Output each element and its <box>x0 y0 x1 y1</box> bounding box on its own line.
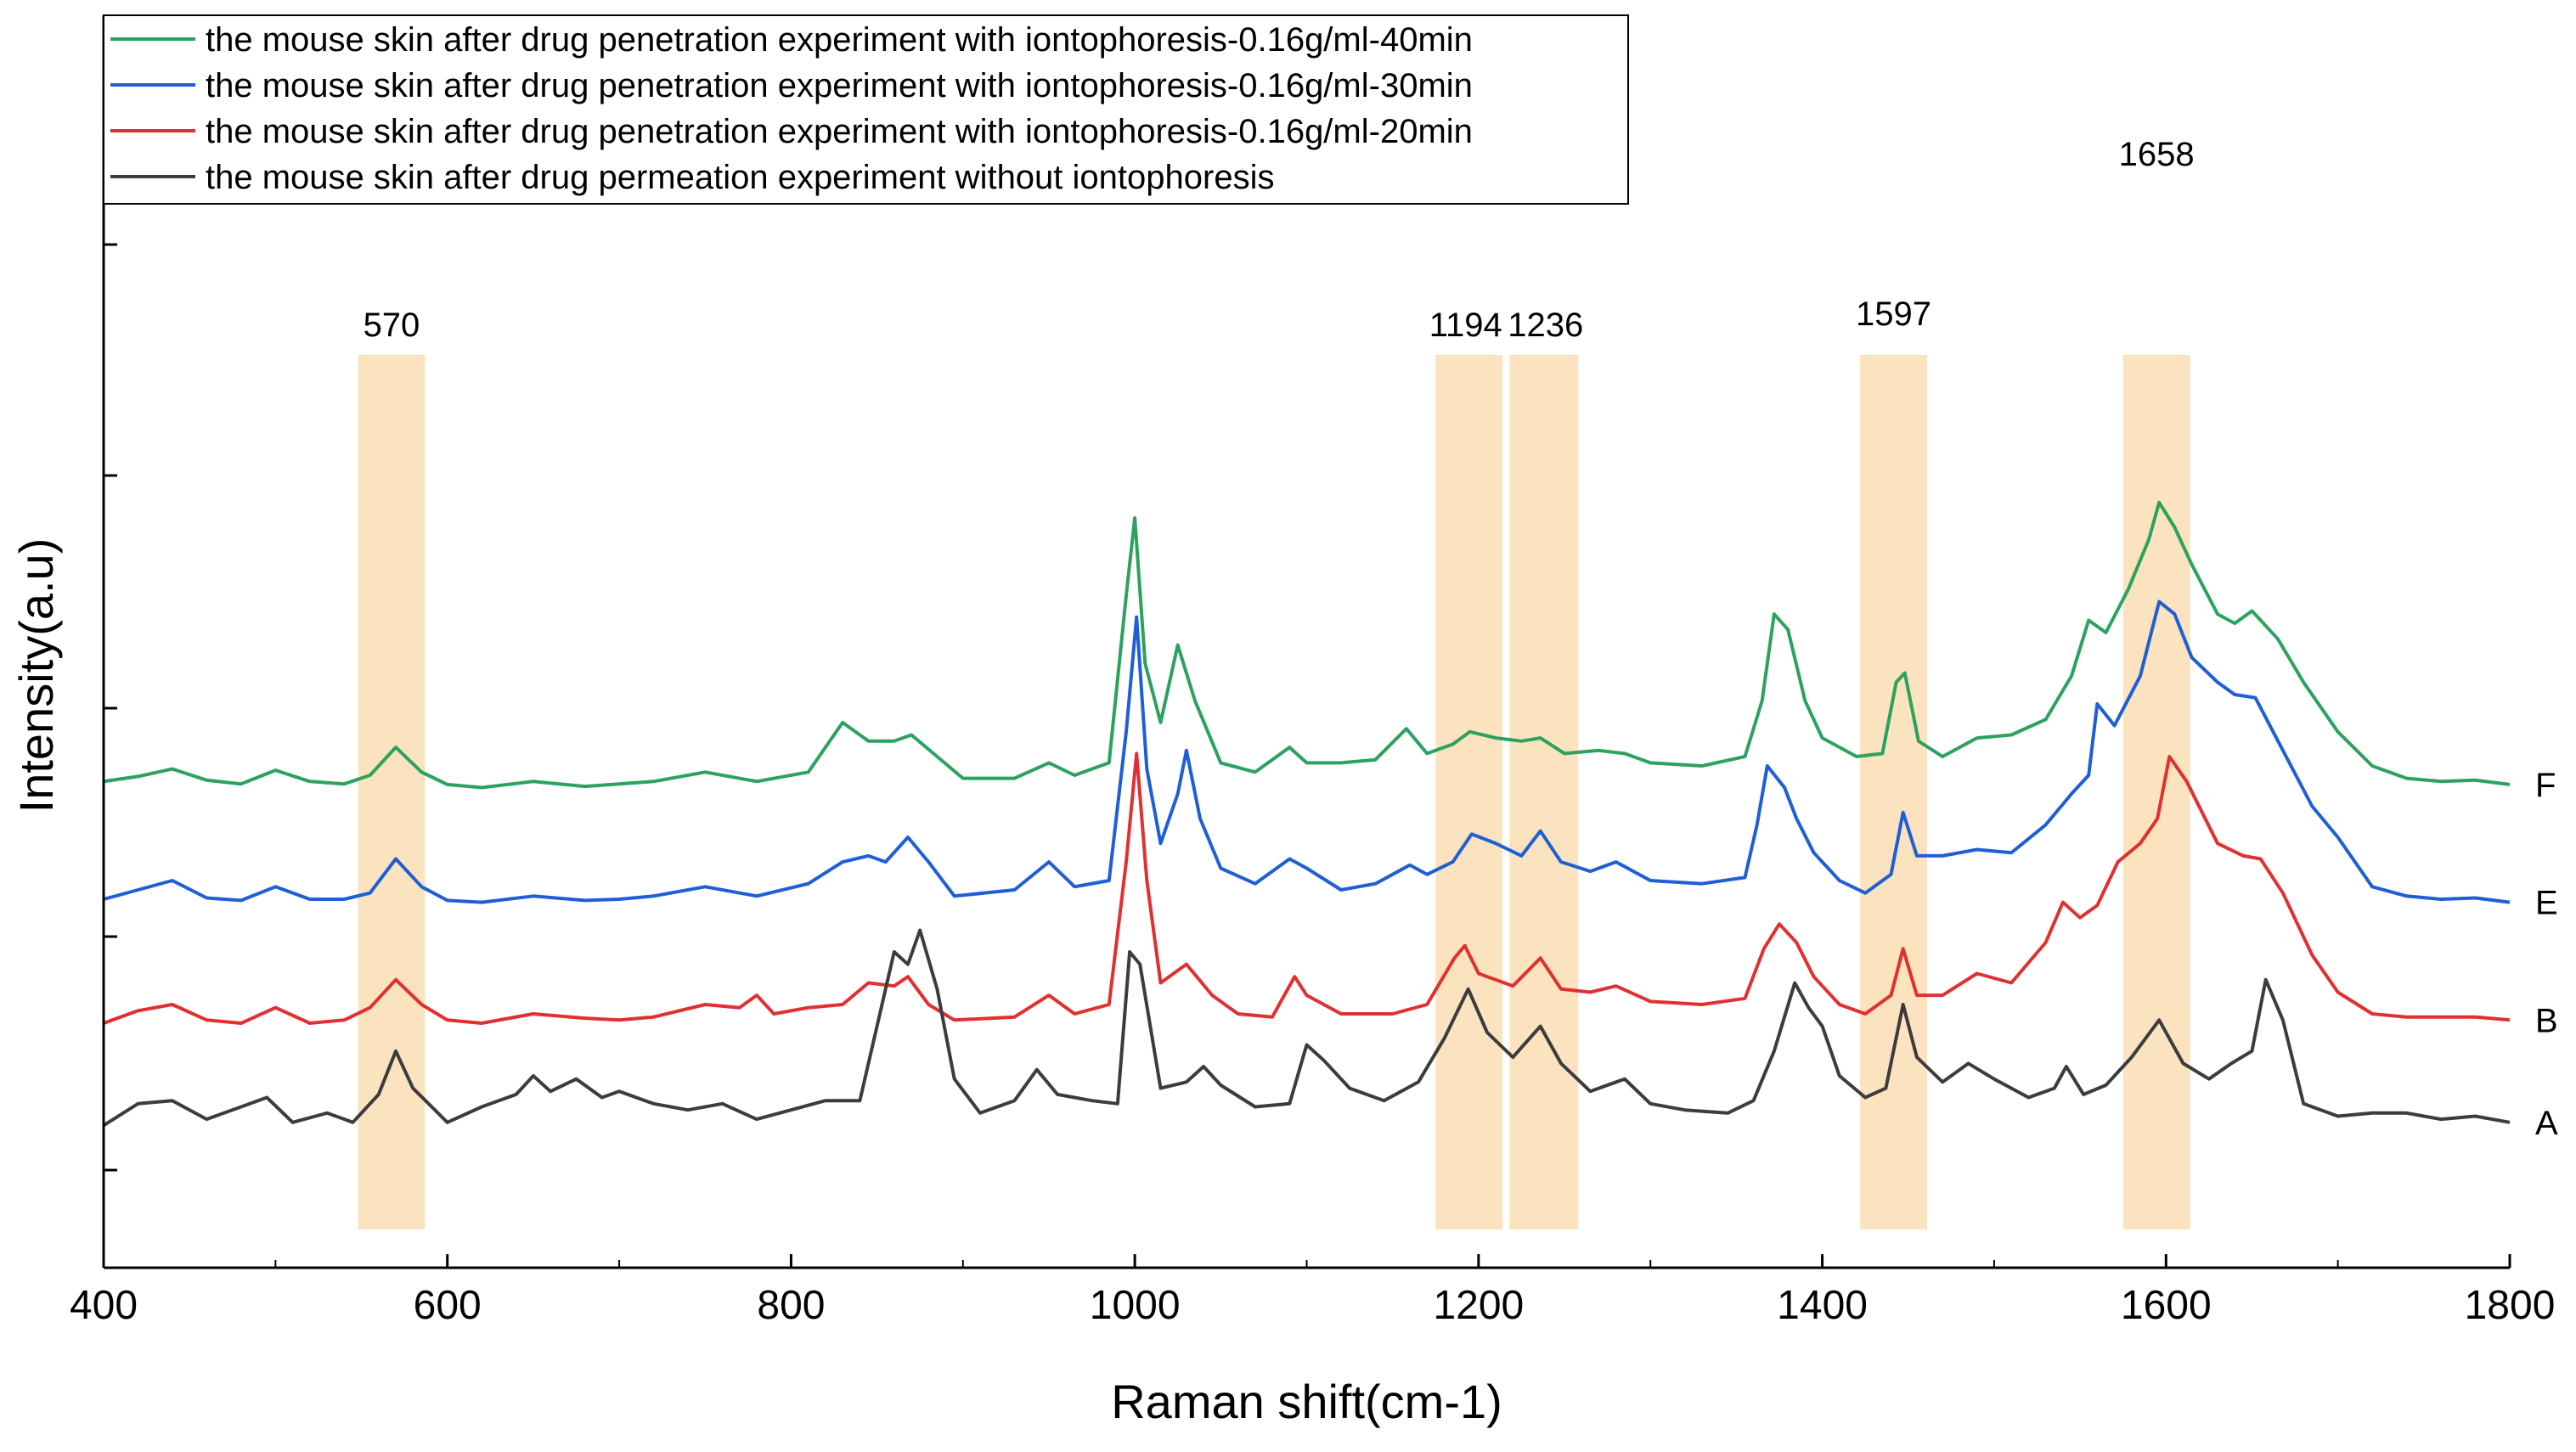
x-tick-label-1400: 1400 <box>1777 1283 1868 1328</box>
x-tick-label-400: 400 <box>70 1283 138 1328</box>
legend: the mouse skin after drug penetration ex… <box>103 14 1629 205</box>
curve-label-F: F <box>2535 767 2556 804</box>
x-tick-label-600: 600 <box>414 1283 482 1328</box>
series-line-F <box>103 500 2511 790</box>
peak-label-1658: 1658 <box>2119 136 2195 173</box>
legend-entry-B: the mouse skin after drug penetration ex… <box>206 113 1473 150</box>
y-axis-title: Intensity(a.u) <box>9 538 63 813</box>
spectrum-curves: F E B A <box>102 500 2558 1142</box>
peak-label-1597: 1597 <box>1856 295 1931 333</box>
x-tick-label-800: 800 <box>757 1283 825 1328</box>
chart-axes: 400 600 800 1000 1200 1400 1600 1800 Raman shift… <box>9 15 2555 1428</box>
legend-box <box>103 14 1629 205</box>
series-line-E <box>103 599 2511 904</box>
peak-label-570: 570 <box>364 307 420 344</box>
highlight-bands: 570 1194 1236 1597 1658 <box>358 136 2195 1230</box>
highlight-band-570 <box>358 355 426 1230</box>
curve-label-E: E <box>2535 885 2558 922</box>
x-tick-label-1800: 1800 <box>2465 1283 2556 1328</box>
highlight-band-1194 <box>1435 355 1503 1230</box>
series-line-A <box>102 928 2511 1128</box>
x-tick-label-1000: 1000 <box>1090 1283 1181 1328</box>
legend-entry-E: the mouse skin after drug penetration ex… <box>206 67 1473 104</box>
peak-label-1194: 1194 <box>1429 307 1502 344</box>
highlight-band-1236 <box>1509 355 1579 1230</box>
legend-entry-A: the mouse skin after drug permeation exp… <box>206 159 1274 196</box>
highlight-band-1658 <box>2122 355 2190 1230</box>
curve-label-A: A <box>2535 1105 2558 1142</box>
series-line-B <box>103 751 2511 1025</box>
x-tick-label-1600: 1600 <box>2121 1283 2212 1328</box>
highlight-band-1597 <box>1860 355 1928 1230</box>
peak-label-1236: 1236 <box>1508 307 1583 344</box>
x-tick-label-1200: 1200 <box>1433 1283 1524 1328</box>
curve-label-B: B <box>2535 1002 2558 1039</box>
legend-entry-F: the mouse skin after drug penetration ex… <box>206 21 1473 59</box>
x-axis-title: Raman shift(cm-1) <box>1111 1375 1502 1428</box>
